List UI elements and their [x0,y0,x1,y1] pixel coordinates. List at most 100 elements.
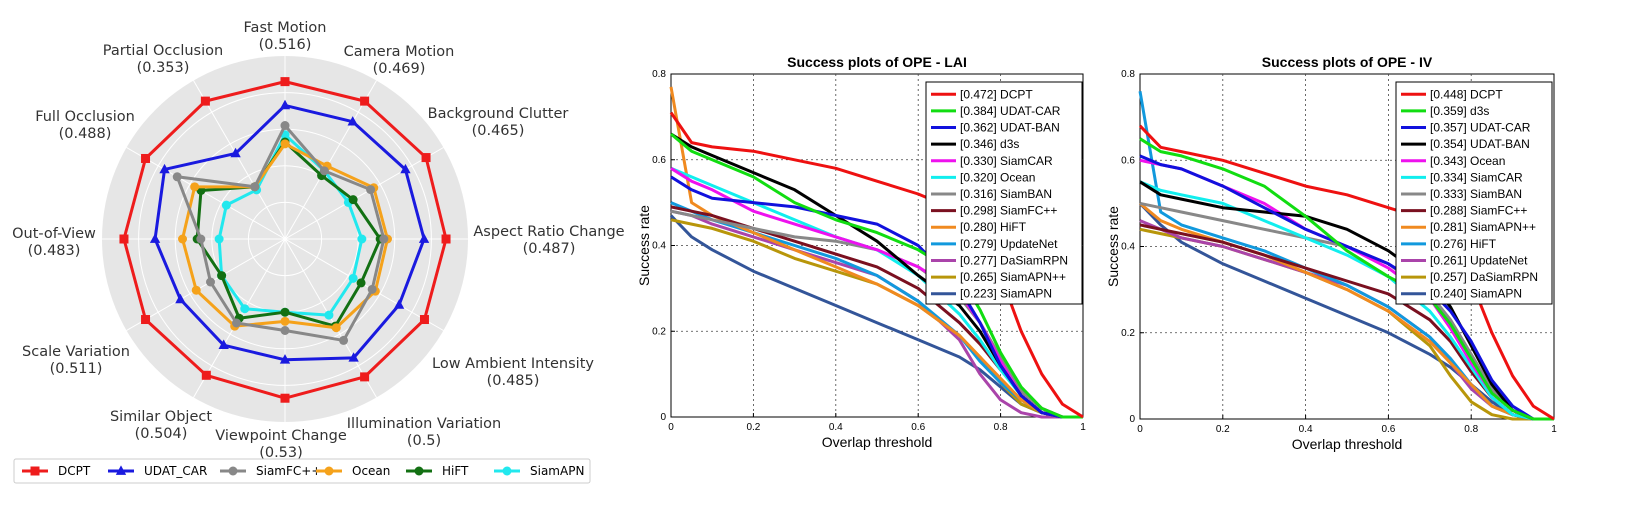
radar-point-siamfc [366,185,376,195]
x-tick-label: 0.4 [829,422,843,433]
radar-point-udat-car [218,339,229,350]
radar-point-udat-car [279,99,291,110]
x-tick-label: 0.2 [746,422,760,433]
plot-legend-label-dcpt: [0.472] DCPT [960,87,1033,101]
plot-legend-label-ocean: [0.320] Ocean [960,170,1035,184]
radar-point-dcpt [280,393,290,403]
y-tick-label: 0 [1129,414,1135,425]
curve-siamapn [1139,202,1554,421]
y-tick-label: 0.2 [1121,328,1135,339]
radar-series-dcpt [119,77,451,403]
radar-point-siamfc [250,182,260,192]
y-tick-label: 0.4 [1121,242,1135,253]
curve-udat-ban [670,175,1083,419]
radar-label-value: (0.353) [137,60,190,76]
radar-point-siamfc [196,234,206,244]
x-tick-label: 0.8 [1464,424,1478,435]
y-tick-label: 0.6 [652,155,666,166]
curve-udat-car [670,132,1083,419]
radar-point-udat-car [230,147,241,158]
x-tick-label: 0 [668,422,674,433]
radar-point-dcpt [360,372,370,382]
radar-label-aspect-ratio-change: Aspect Ratio Change [473,224,624,240]
radar-point-siamfc [379,234,389,244]
radar-point-dcpt [141,153,151,163]
radar-point-hift [217,271,227,281]
plot-legend-label-siamcar: [0.330] SiamCAR [960,154,1053,168]
radar-point-ocean [280,139,290,149]
radar-label-low-ambient-intensity: Low Ambient Intensity [432,356,594,372]
plot-legend-label-d3s: [0.346] d3s [960,137,1019,151]
plot-legend-label-d3s: [0.359] d3s [1430,104,1489,118]
radar-spoke [126,238,286,331]
radar-label-value: (0.504) [135,426,188,442]
radar-point-dcpt [360,96,370,106]
x-axis-label: Overlap threshold [1292,436,1403,452]
x-tick-label: 0.4 [1299,424,1313,435]
legend-marker-dcpt [30,466,40,476]
plot-legend-label-udat-car: [0.384] UDAT-CAR [960,104,1061,118]
radar-label-value: (0.485) [487,373,540,389]
radar-point-siamfc [280,326,290,335]
radar-label-out-of-view: Out-of-View [12,226,96,242]
legend-label-ocean: Ocean [352,464,390,478]
radar-point-udat-car [400,163,411,174]
plot-legend-label-dasiamrpn: [0.257] DaSiamRPN [1430,270,1538,284]
curve-dcpt [1138,124,1555,421]
curve-udat-ban [1139,180,1554,421]
plot-legend-label-siamapn: [0.281] SiamAPN++ [1430,220,1536,234]
radar-label-scale-variation: Scale Variation [22,344,130,360]
plot-title: Success plots of OPE - LAI [787,54,967,70]
radar-point-siamfc [280,121,290,131]
x-axis-label: Overlap threshold [822,434,933,450]
x-tick-label: 0 [1137,424,1143,435]
radar-point-siamfc [319,166,329,176]
radar-label-full-occlusion: Full Occlusion [35,109,135,125]
radar-point-dcpt [280,77,290,87]
radar-point-siamapn [221,200,231,210]
radar-label-partial-occlusion: Partial Occlusion [103,43,223,59]
radar-point-siamapn [240,304,250,314]
radar-point-dcpt [201,370,211,380]
legend-marker-udat-car [115,465,127,475]
success-plot-lai: 0 0.2 0.4 0.6 0.8 1 0 0.2 0.4 0.6 0.8 Success plots… [636,54,1086,450]
radar-label-value: (0.53) [259,445,303,461]
legend-marker-siamfc [228,466,238,476]
radar-label-value: (0.465) [472,123,525,139]
plot-legend-label-dasiamrpn: [0.277] DaSiamRPN [960,253,1068,267]
radar-point-dcpt [421,153,431,163]
plot-legend-label-siamban: [0.316] SiamBAN [960,187,1052,201]
radar-point-dcpt [119,234,129,244]
plot-legend-label-dcpt: [0.448] DCPT [1430,87,1503,101]
radar-point-udat-car [393,299,405,309]
plot-legend-label-ocean: [0.343] Ocean [1430,154,1505,168]
y-tick-label: 0.4 [652,241,666,252]
radar-point-udat-car [347,116,358,126]
x-tick-label: 0.6 [911,422,925,433]
radar-point-ocean [178,234,188,244]
radar-point-ocean [331,323,341,333]
radar-point-dcpt [441,234,451,244]
radar-label-camera-motion: Camera Motion [344,44,455,60]
y-tick-label: 0.6 [1121,155,1135,166]
legend-label-siamapn: SiamAPN [530,464,584,478]
radar-point-siamfc [367,284,377,294]
x-tick-label: 1 [1080,422,1086,433]
radar-label-viewpoint-change: Viewpoint Change [215,428,347,444]
radar-label-value: (0.516) [259,37,312,53]
radar-label-value: (0.5) [407,433,441,449]
radar-point-siamapn [324,310,334,320]
y-tick-label: 0.2 [652,326,666,337]
radar-label-fast-motion: Fast Motion [244,20,327,36]
radar-spoke [193,80,286,240]
x-tick-label: 1 [1551,424,1557,435]
radar-label-value: (0.483) [28,243,81,259]
radar-point-siamapn [357,234,367,244]
radar-point-siamapn [348,273,358,283]
radar-series-udat-car [149,99,430,364]
radar-label-value: (0.488) [59,126,112,142]
radar-chart: Fast Motion(0.516) Camera Motion(0.469) Ba… [12,20,625,461]
plot-legend-label-siamcar: [0.334] SiamCAR [1430,170,1523,184]
y-tick-label: 0.8 [1121,69,1135,80]
